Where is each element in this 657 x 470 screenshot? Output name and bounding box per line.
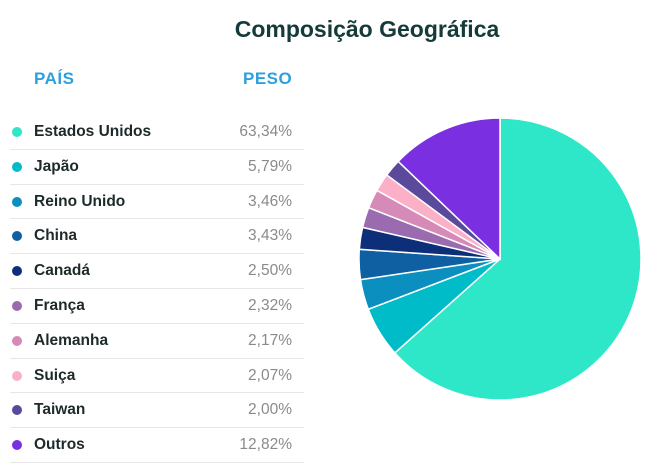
legend-row: Outros 12,82% bbox=[10, 428, 304, 463]
legend-country-name: Canadá bbox=[34, 262, 90, 280]
legend-country-name: Suiça bbox=[34, 366, 76, 384]
legend-weight-value: 2,07% bbox=[248, 366, 292, 384]
legend-weight-value: 3,46% bbox=[248, 192, 292, 210]
legend-table: Estados Unidos 63,34% Japão 5,79% Reino Unid… bbox=[10, 115, 304, 463]
legend-row: Alemanha 2,17% bbox=[10, 324, 304, 359]
legend-weight-value: 2,00% bbox=[248, 401, 292, 419]
legend-row: Reino Unido 3,46% bbox=[10, 185, 304, 220]
legend-row: Taiwan 2,00% bbox=[10, 393, 304, 429]
legend-color-dot bbox=[12, 161, 22, 172]
legend-row: Canadá 2,50% bbox=[10, 254, 304, 289]
legend-color-dot bbox=[12, 127, 22, 137]
legend-color-dot bbox=[12, 266, 22, 277]
chart-title: Composição Geográfica bbox=[234, 16, 500, 42]
legend-color-dot bbox=[12, 300, 22, 311]
legend-weight-value: 5,79% bbox=[248, 157, 292, 175]
legend-country-name: Reino Unido bbox=[34, 192, 126, 210]
legend-country-name: Japão bbox=[34, 157, 79, 175]
pie-chart bbox=[358, 117, 642, 401]
legend-weight-value: 2,50% bbox=[248, 262, 292, 280]
legend-row: Suiça 2,07% bbox=[10, 359, 304, 394]
legend-color-dot bbox=[12, 335, 22, 346]
legend-weight-value: 3,43% bbox=[248, 227, 292, 245]
legend-country-name: Taiwan bbox=[34, 401, 86, 419]
legend-color-dot bbox=[12, 440, 22, 451]
legend-row: Japão 5,79% bbox=[10, 150, 304, 185]
legend-country-name: Alemanha bbox=[34, 331, 109, 349]
legend-color-dot bbox=[12, 231, 22, 242]
legend-color-dot bbox=[12, 370, 22, 381]
legend-color-dot bbox=[12, 196, 22, 207]
legend-color-dot bbox=[12, 405, 22, 416]
legend-row: Estados Unidos 63,34% bbox=[10, 115, 304, 150]
legend-weight-value: 2,32% bbox=[248, 296, 292, 314]
legend-weight-value: 2,17% bbox=[248, 331, 292, 349]
column-header-weight: PESO bbox=[243, 69, 293, 88]
legend-weight-value: 12,82% bbox=[239, 436, 292, 454]
legend-weight-value: 63,34% bbox=[239, 123, 292, 140]
legend-country-name: Estados Unidos bbox=[34, 123, 152, 140]
legend-country-name: China bbox=[34, 227, 78, 245]
legend-country-name: França bbox=[34, 296, 85, 314]
legend-row: França 2,32% bbox=[10, 289, 304, 324]
column-header-country: PAÍS bbox=[34, 69, 75, 88]
legend-row: China 3,43% bbox=[10, 219, 304, 255]
legend-country-name: Outros bbox=[34, 436, 85, 454]
pie-slice bbox=[393, 117, 642, 401]
pie-slice bbox=[397, 117, 501, 261]
